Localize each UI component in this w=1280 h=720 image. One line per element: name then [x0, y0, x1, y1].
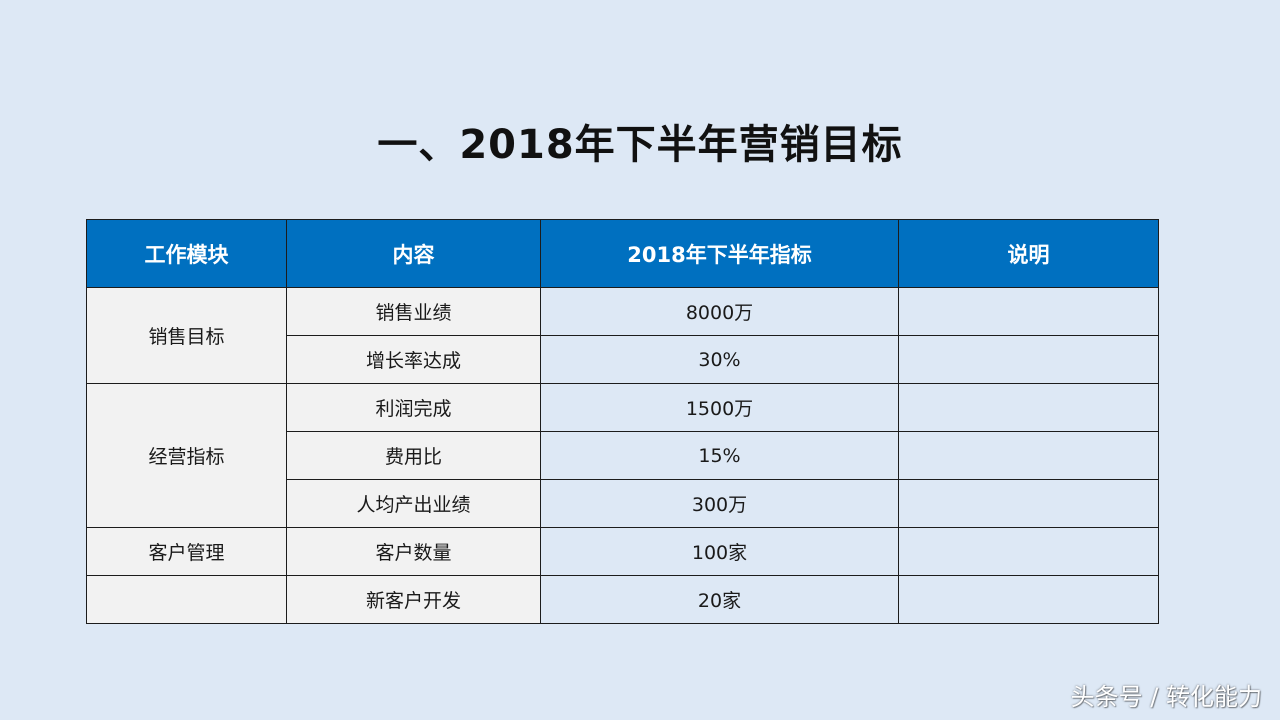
- table-header-row: 工作模块 内容 2018年下半年指标 说明: [86, 219, 1159, 288]
- note-cell: [898, 287, 1159, 336]
- module-cell-customers: 客户管理: [86, 527, 287, 576]
- module-cell-sales: 销售目标: [86, 287, 287, 384]
- table-row: 销售目标 销售业绩 8000万: [86, 287, 1159, 384]
- module-cell-operations: 经营指标: [86, 383, 287, 528]
- content-cell: 增长率达成: [286, 335, 541, 384]
- note-cell: [898, 383, 1159, 432]
- content-cell: 人均产出业绩: [286, 479, 541, 528]
- target-cell: 300万: [540, 479, 899, 528]
- content-cell: 利润完成: [286, 383, 541, 432]
- watermark: 头条号 / 转化能力: [1070, 683, 1262, 711]
- table-row: 费用比 15%: [87, 431, 1159, 480]
- content-cell: 新客户开发: [286, 575, 541, 624]
- table-row: 新客户开发 20家: [86, 575, 1159, 624]
- header-note: 说明: [898, 219, 1159, 288]
- content-cell: 销售业绩: [286, 287, 541, 336]
- content-cell: 费用比: [286, 431, 541, 480]
- header-target: 2018年下半年指标: [540, 219, 899, 288]
- target-cell: 100家: [540, 527, 899, 576]
- note-cell: [898, 575, 1159, 624]
- marketing-targets-table: 工作模块 内容 2018年下半年指标 说明 销售目标 销售业绩 8000万 增长…: [86, 219, 1159, 624]
- note-cell: [898, 527, 1159, 576]
- slide-title: 一、2018年下半年营销目标: [377, 122, 903, 168]
- target-cell: 20家: [540, 575, 899, 624]
- note-cell: [898, 479, 1159, 528]
- target-cell: 1500万: [540, 383, 899, 432]
- module-cell-empty: [86, 575, 287, 624]
- table-row: 人均产出业绩 300万: [87, 479, 1159, 528]
- header-module: 工作模块: [86, 219, 287, 288]
- target-cell: 15%: [540, 431, 899, 480]
- header-content: 内容: [286, 219, 541, 288]
- table-row: 增长率达成 30%: [87, 335, 1159, 384]
- target-cell: 8000万: [540, 287, 899, 336]
- note-cell: [898, 431, 1159, 480]
- note-cell: [898, 335, 1159, 384]
- content-cell: 客户数量: [286, 527, 541, 576]
- table-row: 客户管理 客户数量 100家: [86, 527, 1159, 576]
- table-row: 经营指标 利润完成 1500万: [86, 383, 1159, 528]
- target-cell: 30%: [540, 335, 899, 384]
